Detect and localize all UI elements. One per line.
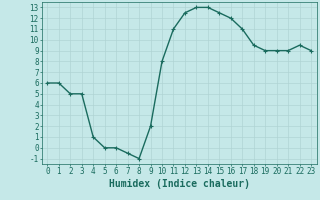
X-axis label: Humidex (Indice chaleur): Humidex (Indice chaleur) xyxy=(109,179,250,189)
